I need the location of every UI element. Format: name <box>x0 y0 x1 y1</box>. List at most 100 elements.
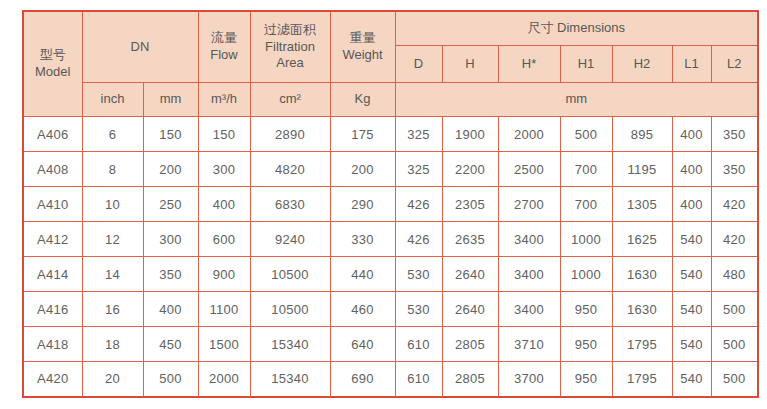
spec-table: 型号 Model DN 流量 Flow 过滤面积 Filtration Area… <box>22 10 759 398</box>
cell-area: 9240 <box>250 222 330 257</box>
header-row-units: inch mm m³/h cm² Kg mm <box>23 83 758 117</box>
cell-l1: 540 <box>672 362 711 397</box>
table-row: A408820030048202003252200250070011954003… <box>23 152 758 187</box>
header-dn: DN <box>82 11 198 83</box>
cell-l2: 500 <box>711 362 758 397</box>
cell-area: 10500 <box>250 257 330 292</box>
cell-d: 325 <box>395 152 442 187</box>
cell-weight: 200 <box>330 152 395 187</box>
cell-d: 426 <box>395 187 442 222</box>
header-dim-h-star: H* <box>498 46 560 83</box>
cell-flow: 600 <box>198 222 250 257</box>
cell-h1: 950 <box>560 327 612 362</box>
cell-flow: 1500 <box>198 327 250 362</box>
cell-l2: 420 <box>711 187 758 222</box>
cell-area: 4820 <box>250 152 330 187</box>
cell-area: 15340 <box>250 362 330 397</box>
header-unit-inch: inch <box>82 83 143 117</box>
cell-model: A408 <box>23 152 82 187</box>
cell-l1: 540 <box>672 292 711 327</box>
cell-d: 610 <box>395 327 442 362</box>
cell-h-star: 2000 <box>498 117 560 152</box>
table-row: A406615015028901753251900200050089540035… <box>23 117 758 152</box>
cell-l1: 540 <box>672 257 711 292</box>
cell-model: A416 <box>23 292 82 327</box>
header-model: 型号 Model <box>23 11 82 117</box>
cell-l2: 480 <box>711 257 758 292</box>
cell-mm: 500 <box>143 362 198 397</box>
cell-flow: 1100 <box>198 292 250 327</box>
cell-inch: 10 <box>82 187 143 222</box>
cell-d: 325 <box>395 117 442 152</box>
cell-h: 2200 <box>442 152 498 187</box>
cell-model: A418 <box>23 327 82 362</box>
header-row-groups: 型号 Model DN 流量 Flow 过滤面积 Filtration Area… <box>23 11 758 46</box>
cell-d: 530 <box>395 292 442 327</box>
header-flow: 流量 Flow <box>198 11 250 83</box>
cell-h1: 700 <box>560 152 612 187</box>
cell-d: 530 <box>395 257 442 292</box>
spec-table-container: 型号 Model DN 流量 Flow 过滤面积 Filtration Area… <box>22 10 759 398</box>
cell-h2: 1795 <box>612 362 672 397</box>
cell-weight: 460 <box>330 292 395 327</box>
header-unit-area: cm² <box>250 83 330 117</box>
cell-l1: 400 <box>672 117 711 152</box>
cell-weight: 440 <box>330 257 395 292</box>
cell-inch: 14 <box>82 257 143 292</box>
cell-h1: 1000 <box>560 222 612 257</box>
cell-h: 1900 <box>442 117 498 152</box>
cell-h2: 1630 <box>612 257 672 292</box>
cell-model: A420 <box>23 362 82 397</box>
cell-model: A412 <box>23 222 82 257</box>
cell-h-star: 2700 <box>498 187 560 222</box>
cell-h: 2805 <box>442 362 498 397</box>
header-dim-h: H <box>442 46 498 83</box>
cell-l2: 500 <box>711 327 758 362</box>
cell-area: 10500 <box>250 292 330 327</box>
cell-h-star: 3400 <box>498 257 560 292</box>
cell-h: 2640 <box>442 257 498 292</box>
cell-l1: 400 <box>672 152 711 187</box>
cell-h2: 1795 <box>612 327 672 362</box>
cell-h: 2640 <box>442 292 498 327</box>
cell-h-star: 3700 <box>498 362 560 397</box>
table-row: A410102504006830290426230527007001305400… <box>23 187 758 222</box>
cell-l2: 500 <box>711 292 758 327</box>
cell-h1: 950 <box>560 362 612 397</box>
cell-h1: 700 <box>560 187 612 222</box>
cell-model: A414 <box>23 257 82 292</box>
cell-d: 610 <box>395 362 442 397</box>
cell-d: 426 <box>395 222 442 257</box>
cell-l1: 540 <box>672 222 711 257</box>
cell-mm: 400 <box>143 292 198 327</box>
cell-mm: 300 <box>143 222 198 257</box>
cell-weight: 640 <box>330 327 395 362</box>
cell-h1: 950 <box>560 292 612 327</box>
header-unit-weight: Kg <box>330 83 395 117</box>
cell-flow: 400 <box>198 187 250 222</box>
cell-l1: 540 <box>672 327 711 362</box>
cell-h1: 500 <box>560 117 612 152</box>
cell-h-star: 2500 <box>498 152 560 187</box>
cell-h2: 1195 <box>612 152 672 187</box>
table-row: A414143509001050044053026403400100016305… <box>23 257 758 292</box>
cell-h-star: 3400 <box>498 292 560 327</box>
cell-inch: 6 <box>82 117 143 152</box>
header-dim-h1: H1 <box>560 46 612 83</box>
cell-mm: 150 <box>143 117 198 152</box>
cell-inch: 8 <box>82 152 143 187</box>
cell-mm: 450 <box>143 327 198 362</box>
cell-area: 6830 <box>250 187 330 222</box>
cell-weight: 290 <box>330 187 395 222</box>
cell-mm: 250 <box>143 187 198 222</box>
header-unit-dims: mm <box>395 83 758 117</box>
cell-h2: 1305 <box>612 187 672 222</box>
header-dimensions: 尺寸 Dimensions <box>395 11 758 46</box>
cell-model: A410 <box>23 187 82 222</box>
cell-weight: 690 <box>330 362 395 397</box>
header-unit-flow: m³/h <box>198 83 250 117</box>
header-weight: 重量 Weight <box>330 11 395 83</box>
cell-l1: 400 <box>672 187 711 222</box>
cell-inch: 12 <box>82 222 143 257</box>
cell-h: 2305 <box>442 187 498 222</box>
